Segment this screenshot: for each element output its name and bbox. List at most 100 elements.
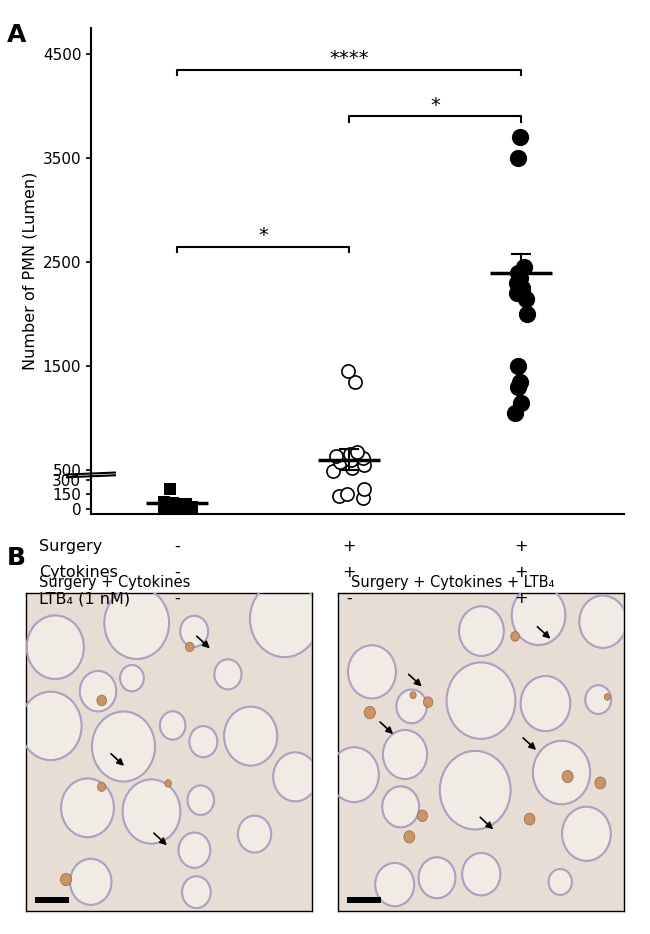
Point [510,405,521,420]
Point [173,500,183,515]
Point [358,450,368,465]
Point [179,501,189,516]
Bar [34,897,69,902]
Text: +: + [514,539,528,554]
Point [172,499,182,514]
Circle shape [238,815,271,853]
Point [181,497,192,512]
Point [328,464,338,479]
Circle shape [273,752,317,801]
Circle shape [189,726,217,757]
Circle shape [521,676,570,731]
Circle shape [179,832,211,868]
Circle shape [180,616,208,647]
Circle shape [105,587,169,659]
Text: +: + [514,565,528,580]
Circle shape [512,586,566,645]
Circle shape [98,783,106,791]
Circle shape [20,692,82,760]
Text: *: * [430,96,440,115]
Circle shape [511,631,519,642]
Point [514,150,524,165]
Point [177,497,188,512]
Circle shape [462,853,500,896]
Point [181,501,191,516]
Text: +: + [342,539,356,554]
Point [515,375,526,389]
Circle shape [375,863,414,906]
Point [515,270,525,285]
Point [517,281,527,296]
Point [352,444,363,459]
Circle shape [533,741,590,804]
Text: +: + [514,591,528,606]
Point [512,276,522,290]
Point [342,487,352,502]
Circle shape [185,643,194,652]
Point [522,306,532,321]
Circle shape [595,777,606,789]
Point [170,501,180,516]
Circle shape [123,779,181,843]
Circle shape [70,858,112,905]
Point [159,499,169,514]
Y-axis label: Number of PMN (Lumen): Number of PMN (Lumen) [22,172,37,370]
Text: B: B [6,546,25,571]
Circle shape [165,780,172,787]
Point [344,446,355,461]
Point [513,359,523,374]
Point [358,490,368,505]
Circle shape [27,616,84,679]
Point [159,494,169,509]
Circle shape [160,712,185,740]
Circle shape [447,662,515,739]
Circle shape [604,694,610,700]
Text: -: - [174,591,180,606]
Point [515,395,526,410]
Point [159,501,169,516]
Circle shape [92,712,155,782]
Text: Cytokines: Cytokines [39,565,118,580]
Point [350,375,360,389]
Circle shape [562,807,611,861]
Text: +: + [342,565,356,580]
Text: -: - [174,539,180,554]
Point [359,458,369,473]
Text: Surgery + Cytokines: Surgery + Cytokines [39,575,190,590]
Circle shape [60,873,72,885]
Point [343,364,353,379]
Bar [346,897,381,902]
Point [187,500,197,515]
Circle shape [330,747,379,802]
Circle shape [224,707,278,766]
Text: A: A [6,23,26,48]
Point [335,455,345,470]
Circle shape [419,857,456,899]
Text: Surgery + Cytokines + LTB₄: Surgery + Cytokines + LTB₄ [351,575,554,590]
Point [347,460,358,475]
Circle shape [61,778,114,837]
Circle shape [562,771,573,783]
Circle shape [549,869,572,895]
Circle shape [417,810,428,822]
Point [515,130,525,145]
Point [519,260,529,275]
Circle shape [382,786,419,828]
Circle shape [410,692,416,699]
Point [164,498,175,513]
Point [332,448,342,463]
Point [345,452,356,467]
Circle shape [250,580,319,658]
Circle shape [120,665,144,691]
Circle shape [579,596,627,648]
Circle shape [440,751,511,829]
Point [512,286,523,301]
Text: *: * [258,226,268,245]
Circle shape [525,814,535,825]
Text: -: - [346,591,352,606]
Point [521,291,531,306]
Circle shape [396,689,427,723]
Text: -: - [174,565,180,580]
Circle shape [404,830,415,843]
Point [165,482,176,497]
